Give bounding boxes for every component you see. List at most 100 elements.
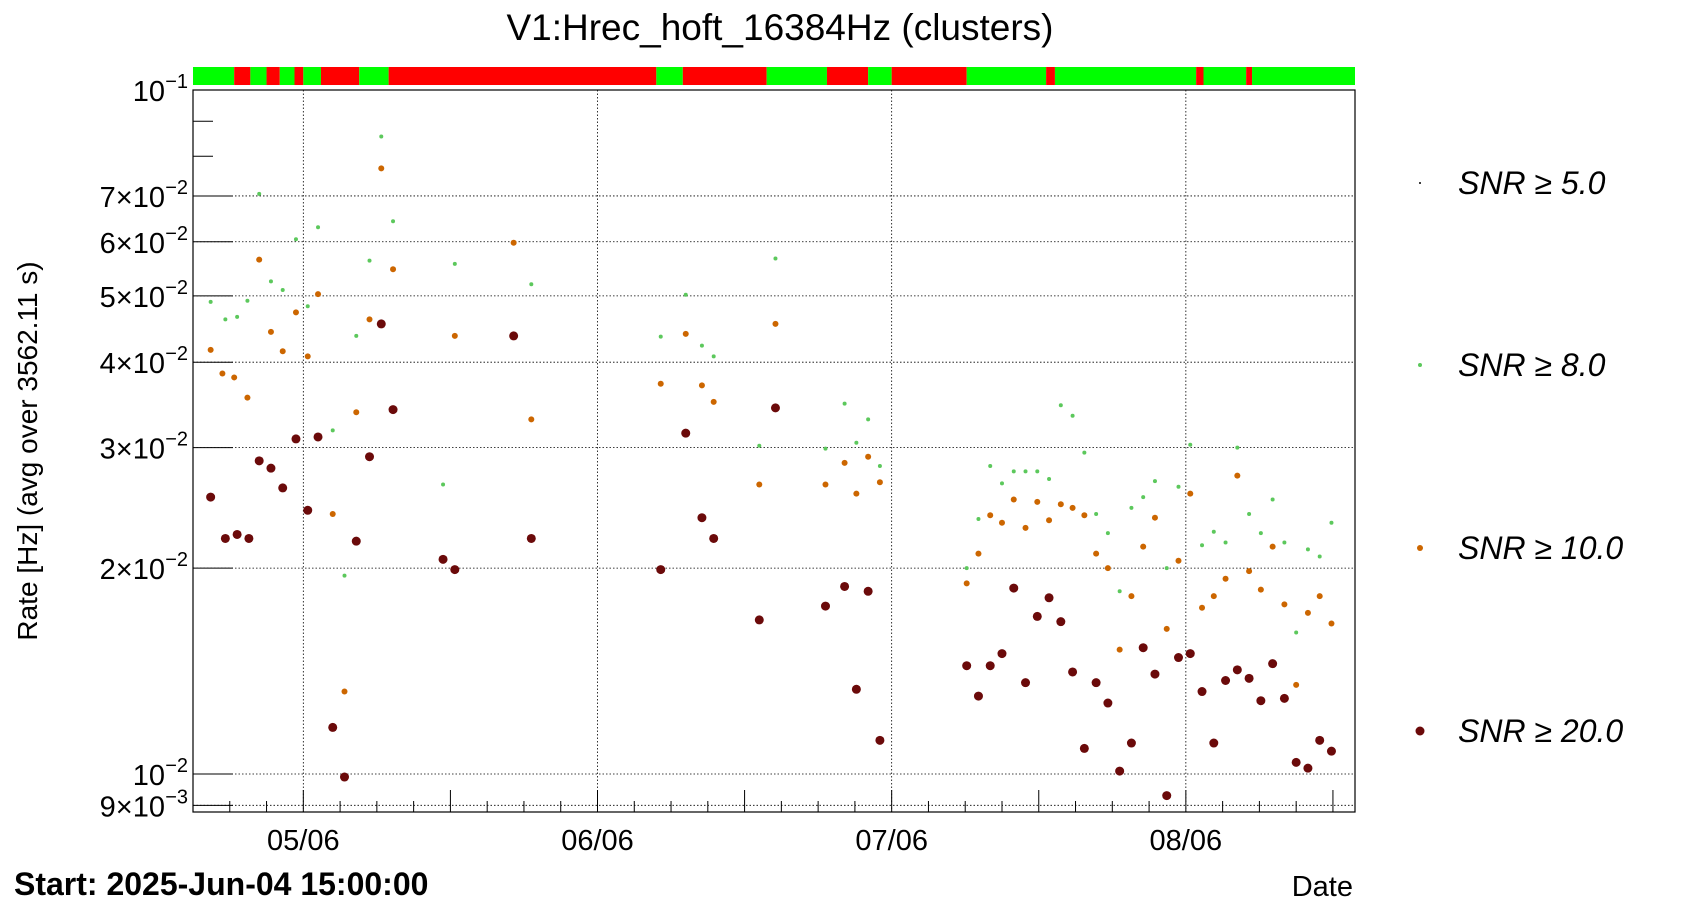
point-s2-16 — [451, 332, 458, 339]
point-s2-1 — [219, 370, 226, 377]
y-tick-label-6: 2×10 — [100, 554, 165, 586]
point-s2-13 — [366, 316, 373, 323]
state-segment-0 — [193, 67, 235, 85]
point-s1-54 — [1247, 511, 1252, 516]
point-s3-32 — [973, 691, 983, 701]
point-s3-21 — [681, 428, 691, 438]
legend-marker-1 — [1418, 363, 1422, 367]
point-s3-0 — [206, 492, 216, 502]
y-tick-label-8: 9×10 — [100, 791, 165, 823]
point-s2-27 — [853, 490, 860, 497]
point-s2-31 — [975, 550, 982, 557]
start-time-label: Start: 2025-Jun-04 15:00:00 — [14, 866, 429, 902]
point-s2-41 — [1093, 550, 1100, 557]
point-s2-15 — [390, 266, 397, 273]
x-tick-label-3: 08/06 — [1150, 825, 1223, 857]
point-s2-52 — [1222, 575, 1229, 582]
state-segment-18 — [1054, 67, 1197, 85]
point-s3-7 — [291, 434, 301, 444]
point-s1-52 — [1223, 540, 1228, 545]
point-s2-53 — [1234, 472, 1241, 479]
y-tick-exponent-0: −1 — [165, 71, 188, 93]
point-s3-61 — [1315, 735, 1325, 745]
point-s3-55 — [1244, 673, 1254, 683]
point-s3-50 — [1185, 649, 1195, 659]
point-s1-11 — [342, 573, 347, 578]
data-points — [206, 134, 1336, 801]
y-tick-exponent-1: −2 — [165, 177, 188, 199]
point-s3-44 — [1115, 766, 1125, 776]
point-s1-44 — [1129, 505, 1134, 510]
point-s2-56 — [1269, 543, 1276, 550]
point-s3-27 — [840, 581, 850, 591]
point-s3-38 — [1044, 593, 1054, 603]
point-s3-28 — [851, 684, 861, 694]
point-s2-18 — [528, 416, 535, 423]
point-s3-8 — [303, 505, 313, 515]
point-s2-14 — [378, 165, 385, 172]
point-s3-17 — [450, 565, 460, 575]
point-s3-40 — [1068, 667, 1078, 677]
point-s2-46 — [1151, 514, 1158, 521]
point-s2-49 — [1187, 490, 1194, 497]
state-segment-3 — [266, 67, 280, 85]
legend-marker-0 — [1419, 182, 1421, 184]
point-s3-51 — [1197, 687, 1207, 697]
point-s2-3 — [244, 394, 251, 401]
point-s2-19 — [657, 380, 664, 387]
point-s1-30 — [964, 566, 969, 571]
point-s1-4 — [257, 191, 262, 196]
point-s2-34 — [1010, 496, 1017, 503]
point-s1-56 — [1270, 497, 1275, 502]
state-segment-22 — [1252, 67, 1355, 85]
point-s2-6 — [279, 348, 286, 355]
point-s1-34 — [1011, 469, 1016, 474]
y-tick-label-5: 3×10 — [100, 434, 165, 466]
point-s1-51 — [1211, 529, 1216, 534]
point-s3-43 — [1103, 698, 1113, 708]
axis-ticks — [192, 89, 1334, 812]
point-s3-54 — [1232, 665, 1242, 675]
state-segment-5 — [294, 67, 304, 85]
point-s3-57 — [1268, 659, 1278, 669]
y-tick-label-3: 5×10 — [100, 282, 165, 314]
point-s1-14 — [379, 134, 384, 139]
point-s1-39 — [1070, 413, 1075, 418]
point-s3-23 — [709, 533, 719, 543]
point-s1-3 — [245, 298, 250, 303]
point-s3-34 — [997, 649, 1007, 659]
point-s2-57 — [1281, 601, 1288, 608]
y-tick-label-0: 10 — [133, 76, 165, 108]
point-s2-7 — [292, 309, 299, 316]
point-s2-55 — [1257, 586, 1264, 593]
point-s1-16 — [441, 482, 446, 487]
point-s3-29 — [863, 586, 873, 596]
point-s1-20 — [683, 292, 688, 297]
point-s3-3 — [244, 533, 254, 543]
point-s1-28 — [866, 417, 871, 422]
x-tick-labels: 05/06 06/06 07/06 08/06 — [267, 825, 1222, 857]
point-s1-19 — [658, 334, 663, 339]
point-s1-32 — [988, 464, 993, 469]
point-s2-20 — [682, 330, 689, 337]
state-segment-14 — [868, 67, 892, 85]
point-s1-50 — [1200, 543, 1205, 548]
point-s2-2 — [231, 374, 238, 381]
point-s1-31 — [976, 516, 981, 521]
state-segment-20 — [1203, 67, 1247, 85]
point-s1-13 — [367, 258, 372, 263]
point-s2-25 — [822, 481, 829, 488]
point-s3-47 — [1150, 669, 1160, 679]
point-s1-24 — [773, 256, 778, 261]
point-s3-26 — [820, 601, 830, 611]
point-s1-25 — [823, 446, 828, 451]
point-s2-23 — [756, 481, 763, 488]
point-s3-9 — [313, 432, 323, 442]
state-segment-6 — [303, 67, 321, 85]
point-s1-61 — [1329, 520, 1334, 525]
legend-label-2: SNR ≥ 10.0 — [1458, 530, 1623, 566]
legend-label-3: SNR ≥ 20.0 — [1458, 713, 1623, 749]
point-s2-22 — [710, 398, 717, 405]
point-s3-56 — [1256, 696, 1266, 706]
